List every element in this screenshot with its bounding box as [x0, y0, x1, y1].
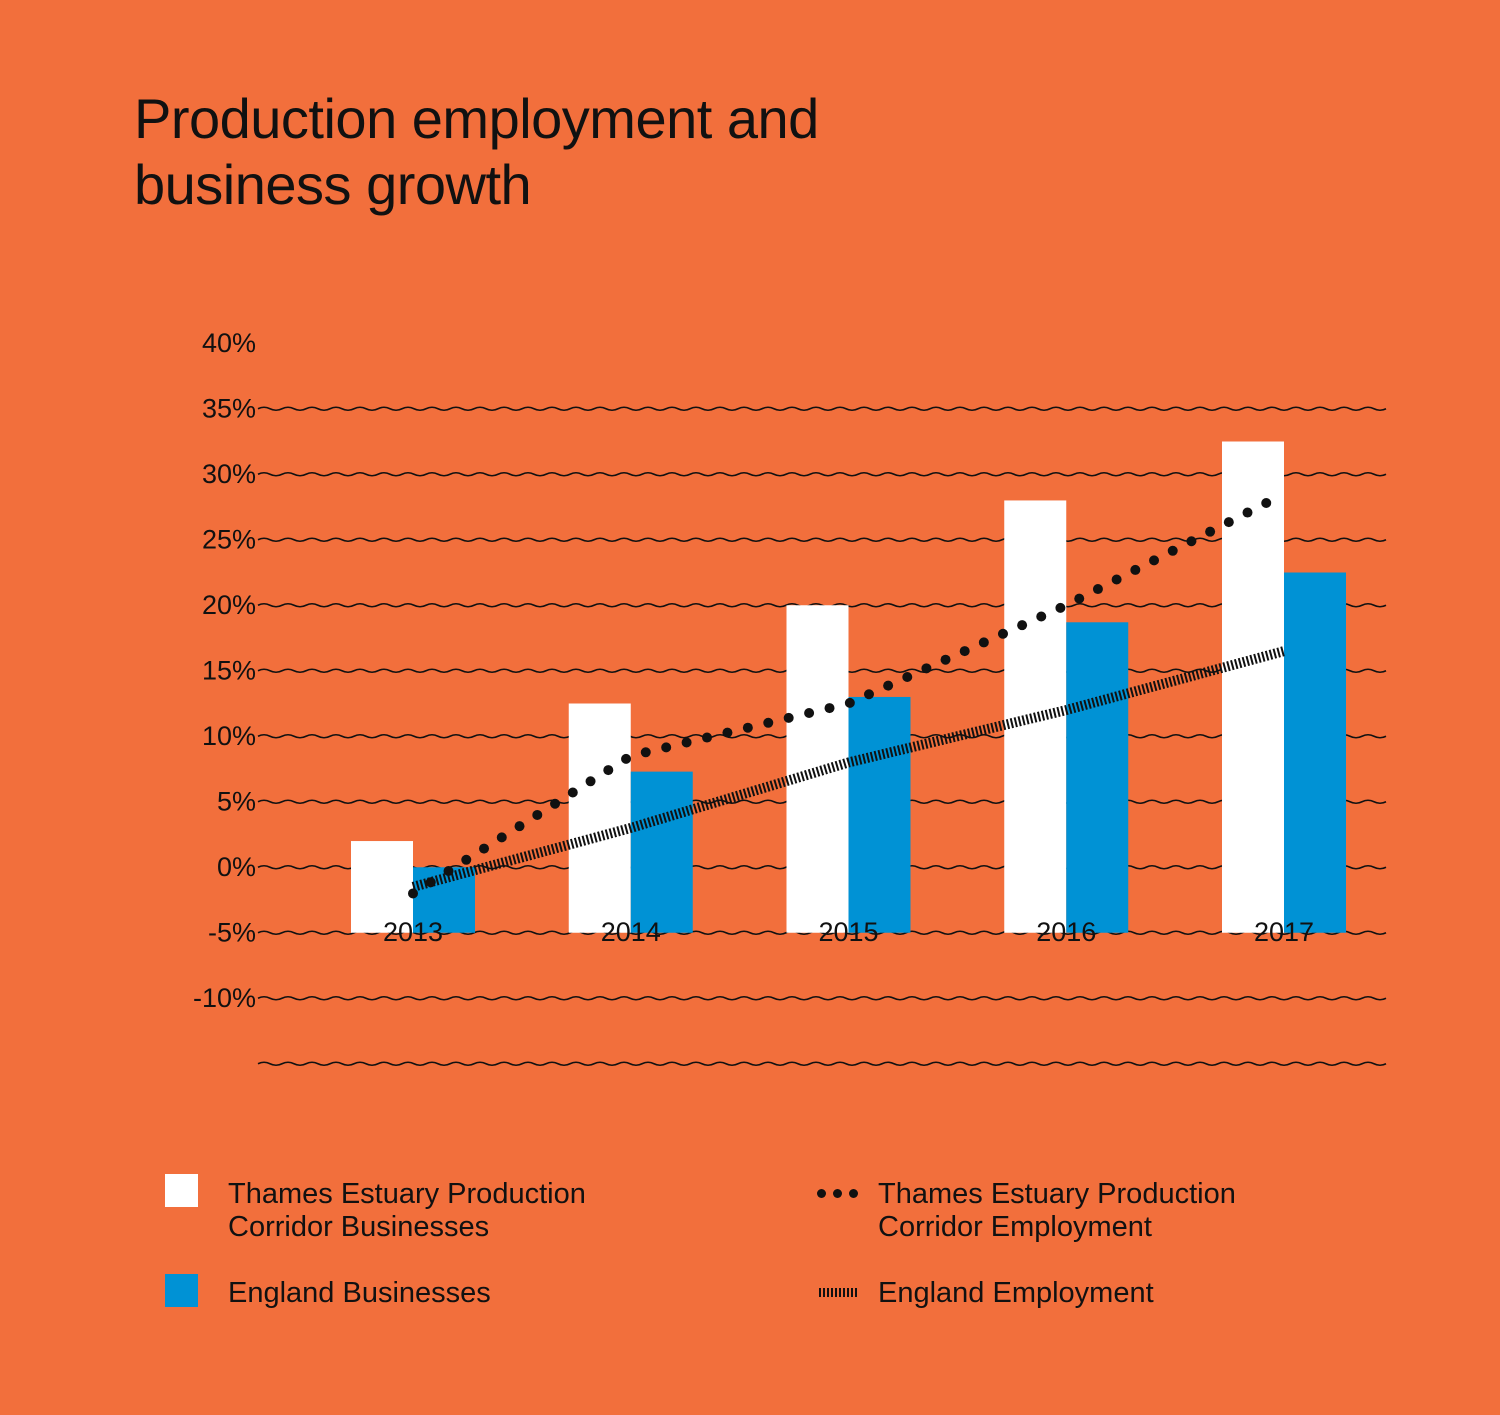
series-lines — [408, 497, 1286, 899]
line-dot — [1092, 584, 1103, 595]
line-dot — [1261, 497, 1272, 508]
grid-line — [257, 995, 1387, 1001]
line-dot — [1167, 545, 1178, 556]
line-dot — [661, 742, 672, 753]
chart-title-line-1: Production employment and — [134, 87, 819, 150]
line-dot — [496, 832, 507, 843]
legend-england-employment-label: England Employment — [878, 1277, 1154, 1309]
x-tick-label: 2016 — [1036, 917, 1096, 947]
y-tick-label: -10% — [193, 983, 256, 1013]
legend-dotted-line-icon — [817, 1189, 859, 1199]
line-dot — [742, 722, 753, 733]
bar-england-businesses — [848, 696, 911, 933]
line-dot — [722, 727, 733, 738]
line-dot — [1036, 611, 1047, 622]
line-england-employment — [411, 646, 1286, 892]
line-dot — [702, 732, 713, 743]
bar-tepc-businesses — [351, 841, 413, 933]
line-dot — [603, 765, 614, 776]
chart-title: Production employment and business growt… — [134, 86, 1134, 218]
bar-england-businesses — [630, 771, 693, 933]
y-tick-label: 40% — [202, 328, 256, 358]
line-dot — [997, 628, 1008, 639]
line-dot — [1205, 526, 1216, 537]
legend-tepc-employment-line-2: Corridor Employment — [878, 1211, 1152, 1243]
line-dot — [585, 776, 596, 787]
legend-swatch-england-businesses — [165, 1274, 198, 1307]
line-dot — [640, 747, 651, 758]
y-tick-label: 10% — [202, 721, 256, 751]
y-tick-label: 0% — [217, 852, 256, 882]
line-dot — [824, 703, 835, 714]
line-tepc-employment — [408, 497, 1272, 899]
line-dot — [461, 854, 472, 865]
line-dot — [567, 787, 578, 798]
line-dot — [479, 843, 490, 854]
chart-title-line-2: business growth — [134, 153, 532, 216]
line-dot — [408, 888, 418, 899]
line-dot — [883, 680, 894, 691]
line-dot — [804, 707, 815, 718]
line-dot — [1055, 602, 1066, 613]
y-tick-label: -5% — [208, 918, 256, 948]
y-tick-label: 5% — [217, 787, 256, 817]
grid-line — [257, 537, 1387, 543]
legend-england-businesses: England Businesses — [228, 1277, 491, 1310]
legend-tepc-employment-line-1: Thames Estuary Production — [878, 1178, 1236, 1210]
y-axis-ticks: 40% 35% 30% 25% 20% 15% 10% 5% 0% -5% -10% — [193, 328, 256, 1013]
line-dot — [1130, 564, 1141, 575]
line-dot — [1111, 574, 1122, 585]
bar-tepc-businesses — [1222, 441, 1284, 933]
line-dot — [681, 737, 692, 748]
grid-line — [257, 1061, 1387, 1067]
bar-england-businesses — [1066, 622, 1129, 933]
line-dot — [959, 646, 970, 657]
bars — [351, 441, 1346, 933]
grid-line — [257, 471, 1387, 477]
legend-tepc-businesses-line-2: Corridor Businesses — [228, 1211, 490, 1243]
line-dot — [940, 654, 951, 665]
x-tick-label: 2014 — [601, 917, 661, 947]
bar-england-businesses — [1284, 572, 1346, 933]
line-dot — [550, 798, 561, 809]
x-tick-label: 2015 — [818, 917, 878, 947]
x-axis-ticks: 2013 2014 2015 2016 2017 — [383, 917, 1314, 947]
line-dot — [783, 712, 794, 723]
legend-swatch-tepc-businesses — [165, 1174, 198, 1207]
line-dot — [1242, 507, 1253, 518]
legend-tepc-businesses-line-1: Thames Estuary Production — [228, 1178, 586, 1210]
bar-tepc-businesses — [568, 703, 631, 933]
line-dot — [902, 671, 913, 682]
line-dot — [921, 663, 932, 674]
y-tick-label: 30% — [202, 459, 256, 489]
y-tick-label: 15% — [202, 656, 256, 686]
line-dot — [621, 753, 632, 764]
line-dot — [1223, 517, 1234, 528]
line-dot — [1017, 620, 1028, 631]
y-tick-label: 35% — [202, 394, 256, 424]
line-dot — [1186, 536, 1197, 547]
line-dot — [1074, 593, 1085, 604]
x-tick-label: 2017 — [1254, 917, 1314, 947]
line-dot — [532, 809, 543, 820]
line-dot — [514, 821, 525, 832]
legend-tepc-businesses: Thames Estuary Production Corridor Busin… — [228, 1178, 586, 1244]
x-tick-label: 2013 — [383, 917, 443, 947]
line-dot — [1149, 555, 1160, 566]
legend-hatched-line-icon — [819, 1288, 859, 1297]
legend-tepc-employment: Thames Estuary Production Corridor Emplo… — [878, 1178, 1236, 1244]
grid-line — [257, 406, 1387, 412]
line-dot — [863, 689, 874, 700]
y-tick-label: 20% — [202, 590, 256, 620]
legend-england-businesses-label: England Businesses — [228, 1277, 491, 1309]
legend-england-employment: England Employment — [878, 1277, 1154, 1310]
line-dot — [978, 637, 989, 648]
line-dot — [763, 717, 774, 728]
y-tick-label: 25% — [202, 525, 256, 555]
line-dot — [844, 697, 855, 708]
